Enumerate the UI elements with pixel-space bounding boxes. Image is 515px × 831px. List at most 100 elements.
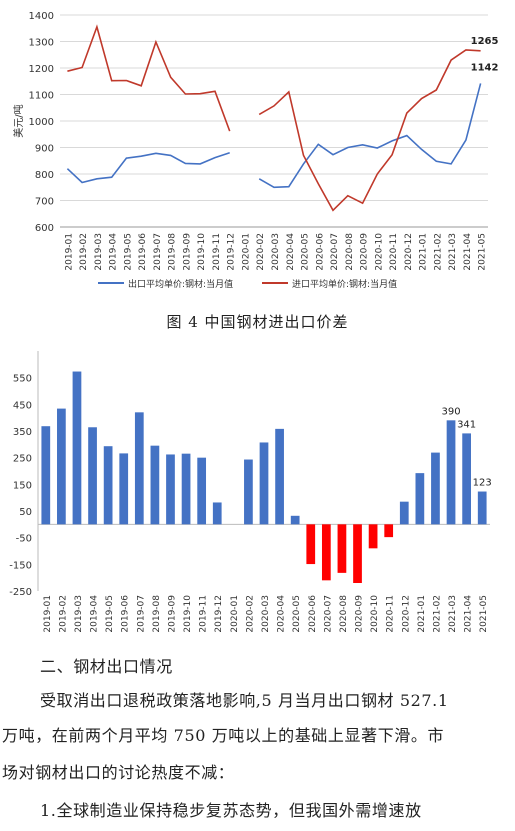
x-tick-label: 2020-08 xyxy=(345,233,355,271)
bar xyxy=(446,420,456,525)
data-label: 1265 xyxy=(471,36,499,47)
bar xyxy=(259,442,269,525)
data-label: 123 xyxy=(473,478,492,489)
bar xyxy=(103,446,113,525)
y-axis-label: 美元/吨 xyxy=(12,104,25,137)
bar xyxy=(353,524,362,583)
x-tick-label: 2020-04 xyxy=(277,595,287,633)
x-tick-label: 2019-12 xyxy=(227,233,237,271)
x-tick-label: 2021-04 xyxy=(463,233,473,271)
y-tick-label: 50 xyxy=(19,507,32,518)
y-tick-label: -150 xyxy=(9,560,32,571)
x-tick-label: 2019-03 xyxy=(94,233,104,271)
y-tick-label: 1200 xyxy=(29,64,54,75)
x-tick-label: 2019-08 xyxy=(152,595,162,633)
x-tick-label: 2021-02 xyxy=(433,233,443,271)
bar xyxy=(368,524,378,549)
x-tick-label: 2019-03 xyxy=(74,595,84,633)
bar xyxy=(212,502,222,525)
bar xyxy=(41,426,51,525)
bar xyxy=(181,453,191,525)
x-tick-label: 2021-02 xyxy=(432,595,442,633)
y-tick-label: 700 xyxy=(35,197,54,208)
bar xyxy=(57,408,66,525)
y-tick-label: 1100 xyxy=(29,91,54,102)
figure-caption: 图 4 中国钢材进出口价差 xyxy=(166,313,349,331)
x-tick-label: 2019-10 xyxy=(197,233,207,271)
y-tick-label: 550 xyxy=(13,374,32,385)
x-tick-label: 2020-10 xyxy=(374,233,384,271)
x-tick-label: 2019-11 xyxy=(212,233,222,271)
x-tick-label: 2020-05 xyxy=(301,233,311,271)
x-tick-label: 2019-04 xyxy=(90,595,100,633)
bar xyxy=(244,459,253,525)
y-tick-label: 1000 xyxy=(29,117,54,128)
section-heading: 二、钢材出口情况 xyxy=(40,657,173,676)
x-tick-label: 2019-05 xyxy=(123,233,133,271)
x-tick-label: 2020-01 xyxy=(241,233,251,271)
x-tick-label: 2020-03 xyxy=(271,233,281,271)
x-tick-label: 2020-12 xyxy=(401,595,411,633)
x-tick-label: 2020-01 xyxy=(230,595,240,633)
x-tick-label: 2019-09 xyxy=(182,233,192,271)
x-tick-label: 2020-05 xyxy=(292,595,302,633)
x-tick-label: 2021-01 xyxy=(419,233,429,271)
bar xyxy=(415,473,425,525)
paragraph-line: 万吨，在前两个月平均 750 万吨以上的基础上显著下滑。市 xyxy=(2,726,445,745)
price-line-chart: 600 700 800 900 1000 1100 1200 1300 1400 美元/吨 2019… xyxy=(12,11,499,290)
x-tick-label: 2019-02 xyxy=(58,595,68,633)
bar xyxy=(477,491,487,525)
bar xyxy=(72,371,82,525)
x-tick-label: 2020-11 xyxy=(386,595,396,633)
x-tick-label: 2019-04 xyxy=(109,233,119,271)
y-tick-label: 1300 xyxy=(29,38,54,49)
bar xyxy=(134,412,144,525)
x-tick-label: 2021-05 xyxy=(478,233,488,271)
x-tick-label: 2020-08 xyxy=(339,595,349,633)
x-tick-label: 2019-07 xyxy=(136,595,146,633)
bar xyxy=(462,433,471,525)
y-tick-label: 900 xyxy=(35,144,54,155)
bar xyxy=(88,427,97,525)
x-tick-label: 2019-01 xyxy=(43,595,53,633)
bar xyxy=(306,524,316,565)
bar xyxy=(321,524,331,581)
data-label: 390 xyxy=(441,406,460,417)
x-tick-label: 2019-07 xyxy=(153,233,163,271)
x-tick-label: 2020-09 xyxy=(355,595,365,633)
x-tick-label: 2019-09 xyxy=(167,595,177,633)
series-line xyxy=(67,24,481,212)
bar xyxy=(275,428,284,525)
bar xyxy=(431,452,440,525)
bar xyxy=(384,524,394,538)
x-tick-label: 2019-08 xyxy=(168,233,178,271)
x-tick-label: 2020-04 xyxy=(286,233,296,271)
x-tick-label: 2020-02 xyxy=(256,233,266,271)
x-tick-label: 2019-01 xyxy=(64,233,74,271)
y-tick-label: 350 xyxy=(13,427,32,438)
x-tick-label: 2019-05 xyxy=(105,595,115,633)
legend-label: 出口平均单价:钢材:当月值 xyxy=(128,278,233,290)
x-tick-label: 2019-06 xyxy=(138,233,148,271)
data-label: 341 xyxy=(457,419,476,430)
y-tick-label: 250 xyxy=(13,454,32,465)
y-tick-label: 600 xyxy=(35,223,54,234)
y-tick-label: -250 xyxy=(9,587,32,598)
y-tick-label: 800 xyxy=(35,170,54,181)
y-tick-label: 150 xyxy=(13,480,32,491)
x-tick-label: 2020-03 xyxy=(261,595,271,633)
bar xyxy=(399,501,409,525)
x-tick-label: 2021-03 xyxy=(448,595,458,633)
x-tick-label: 2019-10 xyxy=(183,595,193,633)
data-label: 1142 xyxy=(471,62,499,73)
x-tick-label: 2021-01 xyxy=(417,595,427,633)
paragraph-line: 场对钢材出口的讨论热度不减： xyxy=(2,763,235,782)
x-tick-label: 2020-07 xyxy=(323,595,333,633)
x-tick-label: 2020-07 xyxy=(330,233,340,271)
y-tick-label: -50 xyxy=(16,534,32,545)
x-tick-label: 2019-06 xyxy=(121,595,131,633)
bar xyxy=(150,445,160,525)
x-tick-label: 2020-10 xyxy=(370,595,380,633)
x-tick-label: 2020-12 xyxy=(404,233,414,271)
x-tick-label: 2020-02 xyxy=(245,595,255,633)
